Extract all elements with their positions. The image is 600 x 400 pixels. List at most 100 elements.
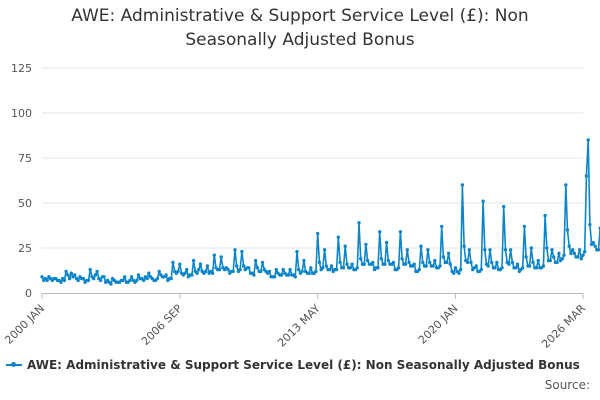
data-point <box>569 251 573 256</box>
data-point <box>183 271 187 275</box>
data-point <box>247 266 251 270</box>
data-point <box>583 249 587 254</box>
data-point <box>81 276 86 281</box>
data-point <box>467 248 471 252</box>
data-point <box>577 248 582 252</box>
data-point <box>322 248 327 252</box>
data-point <box>438 264 442 268</box>
data-point <box>288 267 292 272</box>
data-point <box>441 255 446 259</box>
data-point <box>552 255 556 259</box>
data-point <box>259 269 263 274</box>
data-point <box>128 278 132 283</box>
data-point <box>362 262 366 266</box>
data-point <box>371 260 375 265</box>
data-point <box>316 231 320 236</box>
axes <box>41 293 584 299</box>
data-point <box>98 278 103 283</box>
data-point <box>142 278 146 283</box>
data-point <box>233 248 237 252</box>
data-point <box>217 267 222 272</box>
data-point <box>469 260 473 265</box>
y-tick-label: 100 <box>11 107 32 120</box>
data-point <box>579 257 583 261</box>
data-point <box>136 273 141 277</box>
data-point <box>417 267 421 272</box>
data-point <box>73 273 77 277</box>
data-point <box>343 244 347 248</box>
data-point <box>531 260 535 265</box>
data-point <box>564 183 568 187</box>
data-point <box>300 269 304 274</box>
data-point <box>345 262 349 266</box>
data-point <box>226 267 230 272</box>
y-tick-label: 50 <box>18 197 32 210</box>
data-point <box>76 278 80 283</box>
data-point <box>231 269 235 274</box>
data-point <box>286 273 291 277</box>
data-point <box>593 244 597 248</box>
data-point <box>102 275 106 279</box>
data-point <box>66 273 70 277</box>
data-point <box>302 258 306 263</box>
data-point <box>40 275 44 279</box>
data-point <box>479 267 483 272</box>
data-point <box>191 258 196 263</box>
x-tick-labels: 2000 JAN 2006 SEP 2013 MAY 2020 JAN 2026 MAR <box>2 302 588 351</box>
data-point <box>334 267 339 272</box>
data-point <box>338 260 342 265</box>
data-point <box>378 230 382 234</box>
y-tick-label: 125 <box>11 62 32 75</box>
data-point <box>279 273 284 277</box>
data-point <box>565 228 570 232</box>
data-point <box>481 199 485 203</box>
x-tick-label: 2013 MAY <box>275 302 323 350</box>
y-tick-label: 25 <box>18 242 32 255</box>
data-point <box>359 257 363 261</box>
data-point <box>486 264 490 268</box>
data-point <box>198 262 203 266</box>
data-point <box>145 276 149 281</box>
data-point <box>205 264 210 268</box>
data-point <box>252 273 256 277</box>
data-point <box>329 264 334 268</box>
chart-title: AWE: Administrative & Support Service Le… <box>0 4 600 52</box>
data-point <box>93 273 98 277</box>
data-point <box>428 260 432 265</box>
data-point <box>536 258 540 263</box>
data-point <box>297 267 301 272</box>
data-point <box>426 248 430 252</box>
data-point <box>219 255 223 259</box>
data-point <box>95 269 99 274</box>
data-point <box>64 269 68 274</box>
data-point <box>596 248 600 252</box>
data-point <box>274 267 278 272</box>
data-point <box>309 266 313 270</box>
data-point <box>86 278 91 283</box>
data-point <box>147 271 151 275</box>
data-point <box>433 258 437 263</box>
data-point <box>507 262 511 266</box>
data-point <box>176 269 180 274</box>
legend[interactable]: AWE: Administrative & Support Service Le… <box>0 357 600 377</box>
legend-label: AWE: Administrative & Support Service Le… <box>27 358 580 372</box>
data-point <box>407 260 411 265</box>
data-point <box>240 249 244 254</box>
data-point <box>403 262 408 266</box>
data-point <box>488 248 492 252</box>
data-point <box>452 271 456 275</box>
data-point <box>431 264 435 268</box>
data-point <box>560 257 564 261</box>
data-point <box>171 260 175 265</box>
data-point <box>453 266 458 270</box>
data-point <box>591 240 595 245</box>
data-point <box>503 248 508 252</box>
data-point <box>500 266 504 270</box>
data-point <box>328 267 332 272</box>
data-point <box>121 278 125 283</box>
data-point <box>59 280 63 284</box>
data-point <box>155 276 160 281</box>
data-point <box>529 246 533 250</box>
data-point <box>448 262 452 266</box>
data-point <box>522 224 527 229</box>
